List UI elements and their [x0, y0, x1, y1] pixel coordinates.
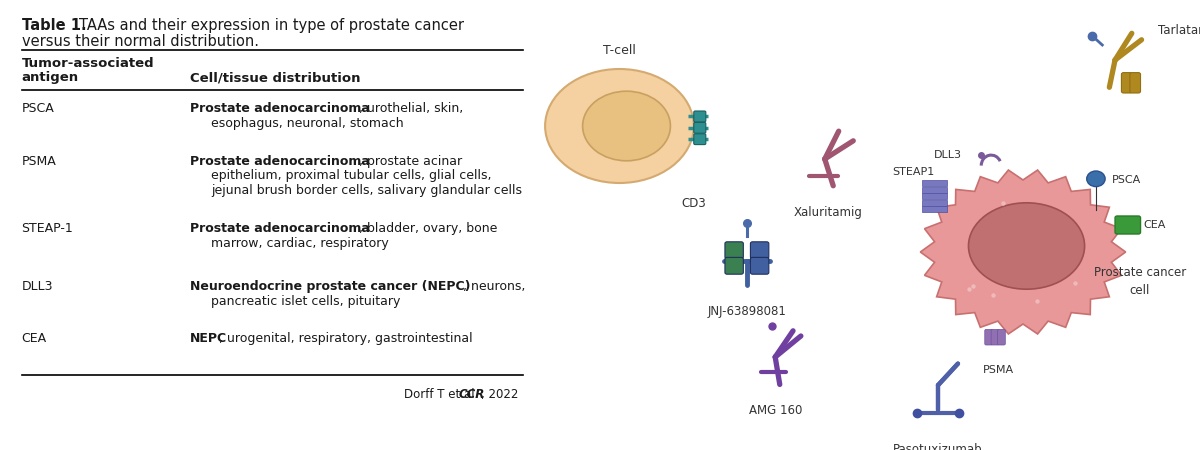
Text: PSCA: PSCA — [22, 102, 54, 115]
Text: jejunal brush border cells, salivary glandular cells: jejunal brush border cells, salivary gla… — [211, 184, 522, 197]
Text: Pasotuxizumab: Pasotuxizumab — [893, 443, 983, 450]
FancyBboxPatch shape — [725, 257, 743, 274]
Text: Neuroendocrine prostate cancer (NEPC): Neuroendocrine prostate cancer (NEPC) — [190, 280, 470, 293]
Text: , urogenital, respiratory, gastrointestinal: , urogenital, respiratory, gastrointesti… — [220, 332, 473, 345]
Text: esophagus, neuronal, stomach: esophagus, neuronal, stomach — [211, 117, 404, 130]
FancyBboxPatch shape — [1122, 72, 1132, 93]
Text: Prostate adenocarcinoma: Prostate adenocarcinoma — [190, 222, 370, 235]
Text: pancreatic islet cells, pituitary: pancreatic islet cells, pituitary — [211, 294, 401, 307]
Text: NEPC: NEPC — [190, 332, 227, 345]
FancyBboxPatch shape — [694, 122, 706, 133]
Text: Prostate adenocarcinoma: Prostate adenocarcinoma — [190, 102, 370, 115]
Text: JNJ-63898081: JNJ-63898081 — [708, 305, 786, 318]
Text: Dorff T et al.: Dorff T et al. — [404, 388, 482, 401]
Polygon shape — [920, 170, 1126, 334]
Text: , bladder, ovary, bone: , bladder, ovary, bone — [359, 222, 498, 235]
Text: T-cell: T-cell — [604, 44, 636, 57]
Text: CD3: CD3 — [682, 197, 706, 210]
Text: AMG 160: AMG 160 — [749, 404, 802, 417]
Text: Cell/tissue distribution: Cell/tissue distribution — [190, 72, 360, 85]
Text: , urothelial, skin,: , urothelial, skin, — [359, 102, 463, 115]
Text: marrow, cardiac, respiratory: marrow, cardiac, respiratory — [211, 237, 389, 249]
Text: Xaluritamig: Xaluritamig — [794, 206, 863, 219]
Text: Table 1.: Table 1. — [22, 18, 86, 33]
Ellipse shape — [545, 69, 694, 183]
Ellipse shape — [968, 203, 1085, 289]
FancyBboxPatch shape — [922, 187, 947, 193]
Text: PSCA: PSCA — [1111, 175, 1141, 185]
Text: cell: cell — [1129, 284, 1150, 297]
Text: Tumor-associated: Tumor-associated — [22, 57, 155, 70]
FancyBboxPatch shape — [985, 329, 992, 345]
Text: versus their normal distribution.: versus their normal distribution. — [22, 34, 259, 49]
Text: epithelium, proximal tubular cells, glial cells,: epithelium, proximal tubular cells, glia… — [211, 170, 492, 183]
FancyBboxPatch shape — [750, 257, 769, 274]
Text: , prostate acinar: , prostate acinar — [359, 155, 462, 168]
Text: Prostate adenocarcinoma: Prostate adenocarcinoma — [190, 155, 370, 168]
Text: DLL3: DLL3 — [934, 150, 961, 160]
Text: CCR: CCR — [458, 388, 485, 401]
FancyBboxPatch shape — [1130, 72, 1140, 93]
FancyBboxPatch shape — [922, 207, 947, 212]
FancyBboxPatch shape — [725, 242, 743, 259]
FancyBboxPatch shape — [997, 329, 1006, 345]
Text: TAAs and their expression in type of prostate cancer: TAAs and their expression in type of pro… — [79, 18, 464, 33]
Text: PSMA: PSMA — [22, 155, 56, 168]
FancyBboxPatch shape — [750, 242, 769, 259]
Text: DLL3: DLL3 — [22, 280, 53, 293]
Text: , neurons,: , neurons, — [463, 280, 526, 293]
FancyBboxPatch shape — [694, 111, 706, 122]
Text: Prostate cancer: Prostate cancer — [1093, 266, 1186, 279]
Text: , 2022: , 2022 — [481, 388, 518, 401]
FancyBboxPatch shape — [922, 193, 947, 199]
FancyBboxPatch shape — [991, 329, 998, 345]
Text: STEAP-1: STEAP-1 — [22, 222, 73, 235]
Text: Tarlatamab: Tarlatamab — [1158, 23, 1200, 36]
Text: CEA: CEA — [1144, 220, 1165, 230]
Text: STEAP1: STEAP1 — [893, 167, 935, 177]
FancyBboxPatch shape — [922, 200, 947, 206]
FancyBboxPatch shape — [694, 134, 706, 144]
FancyBboxPatch shape — [1115, 216, 1140, 234]
Ellipse shape — [583, 91, 671, 161]
Text: PSMA: PSMA — [983, 365, 1014, 375]
Circle shape — [1087, 171, 1105, 187]
Text: antigen: antigen — [22, 72, 79, 85]
FancyBboxPatch shape — [922, 180, 947, 186]
Text: CEA: CEA — [22, 332, 47, 345]
